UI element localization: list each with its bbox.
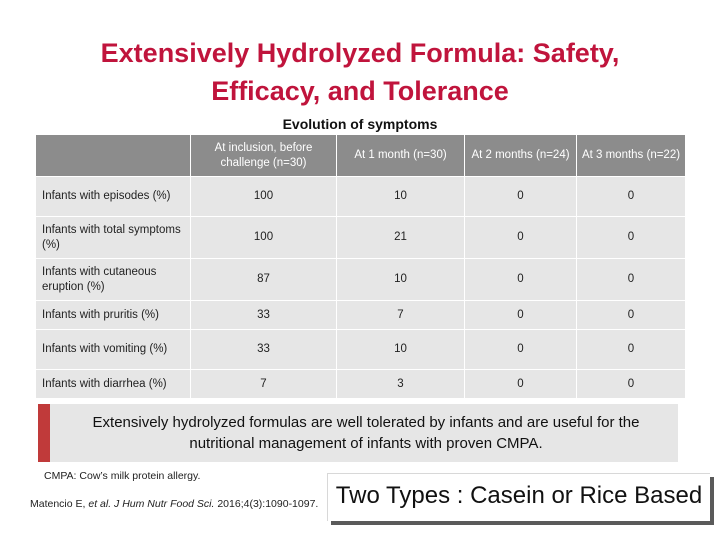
table-cell: 0 — [577, 216, 686, 258]
table-cell: 0 — [465, 258, 577, 300]
reference-etal: et al. — [88, 498, 112, 510]
table-cell: 0 — [465, 176, 577, 216]
header-3-months: At 3 months (n=22) — [577, 135, 686, 176]
reference-citation: Matencio E, et al. J Hum Nutr Food Sci. … — [30, 498, 318, 510]
table-cell: 100 — [191, 216, 337, 258]
row-label: Infants with pruritis (%) — [36, 300, 191, 329]
row-label: Infants with diarrhea (%) — [36, 369, 191, 398]
table-cell: 0 — [577, 258, 686, 300]
table-cell: 0 — [465, 216, 577, 258]
table-header-row: At inclusion, before challenge (n=30) At… — [36, 135, 686, 176]
table-cell: 100 — [191, 176, 337, 216]
header-1-month: At 1 month (n=30) — [337, 135, 465, 176]
table-cell: 87 — [191, 258, 337, 300]
row-label: Infants with cutaneous eruption (%) — [36, 258, 191, 300]
table-caption: Evolution of symptoms — [282, 116, 438, 132]
table-cell: 7 — [191, 369, 337, 398]
table-cell: 0 — [465, 369, 577, 398]
slide-title: Extensively Hydrolyzed Formula: Safety, … — [40, 34, 680, 110]
row-label: Infants with total symptoms (%) — [36, 216, 191, 258]
header-stub-cell — [36, 135, 191, 176]
table-cell: 0 — [577, 176, 686, 216]
conclusion-callout: Extensively hydrolyzed formulas are well… — [38, 404, 678, 462]
formula-types-text: Two Types : Casein or Rice Based — [335, 482, 703, 509]
table-cell: 21 — [337, 216, 465, 258]
header-2-months: At 2 months (n=24) — [465, 135, 577, 176]
table-cell: 0 — [577, 329, 686, 369]
title-line-2: Efficacy, and Tolerance — [211, 76, 509, 106]
table-cell: 33 — [191, 329, 337, 369]
table-cell: 10 — [337, 329, 465, 369]
table-row: Infants with episodes (%) 100 10 0 0 — [36, 176, 686, 216]
table-cell: 10 — [337, 176, 465, 216]
table-cell: 7 — [337, 300, 465, 329]
reference-journal: J Hum Nutr Food Sci. — [111, 498, 215, 510]
abbreviation-footnote: CMPA: Cow’s milk protein allergy. — [44, 470, 201, 482]
table-cell: 0 — [577, 369, 686, 398]
table-cell: 0 — [577, 300, 686, 329]
reference-authors: Matencio E, — [30, 498, 89, 510]
table-cell: 3 — [337, 369, 465, 398]
row-label: Infants with episodes (%) — [36, 176, 191, 216]
table-row: Infants with pruritis (%) 33 7 0 0 — [36, 300, 686, 329]
reference-details: 2016;4(3):1090-1097. — [214, 498, 319, 510]
formula-types-box: Two Types : Casein or Rice Based — [327, 473, 710, 521]
table-cell: 33 — [191, 300, 337, 329]
table-cell: 10 — [337, 258, 465, 300]
table-row: Infants with cutaneous eruption (%) 87 1… — [36, 258, 686, 300]
header-inclusion: At inclusion, before challenge (n=30) — [191, 135, 337, 176]
table-cell: 0 — [465, 329, 577, 369]
callout-accent-bar — [38, 404, 50, 462]
table-row: Infants with diarrhea (%) 7 3 0 0 — [36, 369, 686, 398]
table-row: Infants with vomiting (%) 33 10 0 0 — [36, 329, 686, 369]
title-line-1: Extensively Hydrolyzed Formula: Safety, — [100, 38, 620, 68]
symptoms-table: At inclusion, before challenge (n=30) At… — [36, 135, 686, 398]
row-label: Infants with vomiting (%) — [36, 329, 191, 369]
table-cell: 0 — [465, 300, 577, 329]
table-row: Infants with total symptoms (%) 100 21 0… — [36, 216, 686, 258]
callout-text: Extensively hydrolyzed formulas are well… — [92, 414, 640, 452]
